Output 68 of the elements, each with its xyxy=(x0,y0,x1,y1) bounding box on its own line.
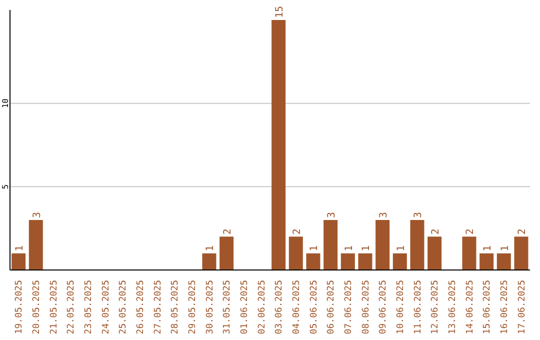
x-tick-label: 31.05.2025 xyxy=(222,280,233,334)
x-tick-label: 29.05.2025 xyxy=(188,280,198,334)
bar xyxy=(324,220,338,270)
data-label: 3 xyxy=(326,212,338,218)
data-label: 1 xyxy=(396,245,407,252)
data-label: 2 xyxy=(292,228,303,235)
x-tick-label: 22.05.2025 xyxy=(66,280,77,334)
bar xyxy=(306,253,320,270)
y-tick-label: 10 xyxy=(1,98,10,108)
x-tick-label: 07.06.2025 xyxy=(344,280,354,334)
data-label: 15 xyxy=(274,6,286,18)
x-tick-label: 01.06.2025 xyxy=(240,280,250,334)
x-tick-label: 25.05.2025 xyxy=(118,280,129,334)
bar xyxy=(392,253,407,270)
data-label: 2 xyxy=(517,228,528,235)
data-label: 2 xyxy=(222,228,234,235)
data-label: 1 xyxy=(309,245,320,252)
bar xyxy=(340,253,355,270)
x-tick-label: 26.05.2025 xyxy=(136,280,146,334)
bar xyxy=(514,236,528,270)
data-label: 3 xyxy=(378,212,390,218)
bar xyxy=(496,253,511,270)
bar xyxy=(428,236,442,270)
bar xyxy=(358,253,372,270)
x-tick-label: 08.06.2025 xyxy=(361,280,372,334)
x-tick-label: 16.06.2025 xyxy=(500,280,510,334)
x-tick-label: 13.06.2025 xyxy=(448,280,458,334)
bar xyxy=(480,253,494,270)
x-tick-label: 24.05.2025 xyxy=(101,280,112,334)
x-tick-label: 05.06.2025 xyxy=(309,280,320,334)
bar xyxy=(410,220,424,270)
data-label: 1 xyxy=(482,245,494,252)
data-label: 2 xyxy=(430,228,442,235)
data-label: 2 xyxy=(465,228,476,235)
data-label: 3 xyxy=(413,212,424,218)
x-tick-label: 30.05.2025 xyxy=(205,280,216,334)
x-tick-label: 04.06.2025 xyxy=(292,280,302,334)
data-label: 1 xyxy=(361,245,372,252)
data-label: 1 xyxy=(14,245,26,252)
bar xyxy=(12,253,26,270)
data-label: 1 xyxy=(500,245,511,252)
bar xyxy=(272,20,286,270)
x-tick-label: 20.05.2025 xyxy=(32,280,42,334)
x-tick-label: 10.06.2025 xyxy=(396,280,406,334)
y-tick-label: 5 xyxy=(1,184,10,190)
x-tick-label: 11.06.2025 xyxy=(413,280,424,334)
data-label: 1 xyxy=(205,245,216,252)
bar xyxy=(462,236,476,270)
x-tick-label: 19.05.2025 xyxy=(14,280,25,334)
x-tick-label: 12.06.2025 xyxy=(430,280,441,334)
x-tick-label: 21.05.2025 xyxy=(49,280,60,334)
x-tick-label: 15.06.2025 xyxy=(482,280,493,334)
x-tick-label: 27.05.2025 xyxy=(153,280,164,334)
x-tick-label: 03.06.2025 xyxy=(274,280,285,334)
data-label: 3 xyxy=(32,212,43,218)
bar xyxy=(288,236,303,270)
x-tick-label: 23.05.2025 xyxy=(84,280,94,334)
x-tick-label: 06.06.2025 xyxy=(326,280,337,334)
x-tick-label: 17.06.2025 xyxy=(517,280,528,334)
bar xyxy=(220,236,234,270)
x-tick-label: 14.06.2025 xyxy=(465,280,476,334)
x-tick-label: 02.06.2025 xyxy=(257,280,268,334)
bar xyxy=(28,220,43,270)
x-tick-label: 09.06.2025 xyxy=(378,280,389,334)
x-tick-label: 28.05.2025 xyxy=(170,280,181,334)
bar xyxy=(376,220,390,270)
bar xyxy=(202,253,216,270)
data-label: 1 xyxy=(344,245,355,252)
